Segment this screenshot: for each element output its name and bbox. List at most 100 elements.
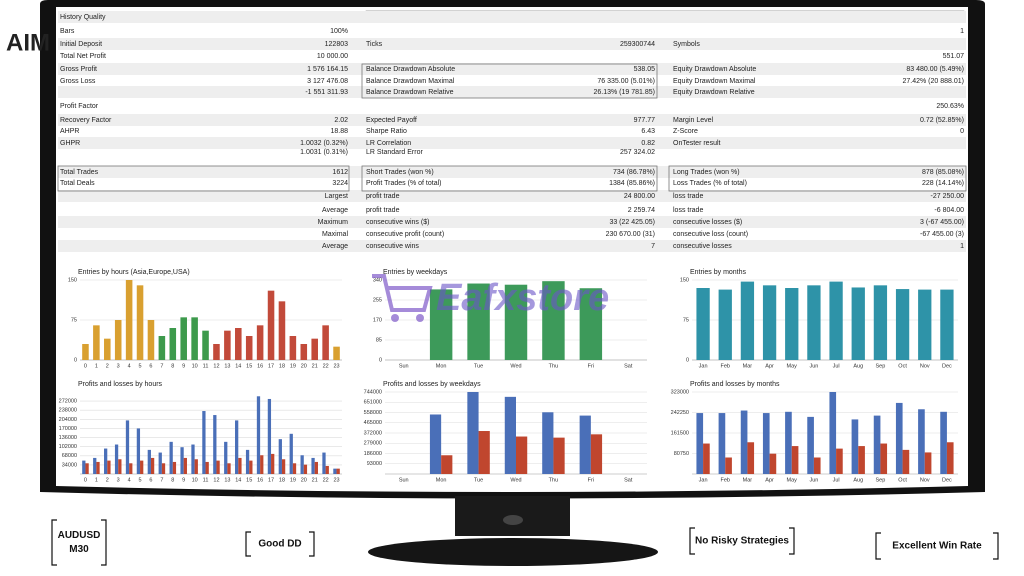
x-tick-label: Oct bbox=[898, 363, 907, 369]
x-tick-label: 3 bbox=[117, 477, 120, 483]
report-cell: Maximal bbox=[322, 231, 349, 238]
bar bbox=[696, 288, 710, 360]
report-cell: Long Trades (won %) bbox=[673, 169, 740, 176]
bar bbox=[125, 280, 133, 360]
bar bbox=[161, 463, 166, 474]
report-cell: AHPR bbox=[60, 128, 79, 135]
bar bbox=[542, 412, 554, 474]
report-cell: Balance Drawdown Absolute bbox=[366, 66, 455, 73]
report-cell: 26.13% (19 781.85) bbox=[594, 89, 656, 96]
bar bbox=[467, 392, 479, 474]
y-tick-label: 651000 bbox=[364, 400, 382, 406]
x-tick-label: 17 bbox=[268, 477, 274, 483]
row-stripe bbox=[58, 11, 966, 23]
bar bbox=[227, 463, 231, 474]
report-cell: -67 455.00 (3) bbox=[920, 231, 964, 238]
bar bbox=[333, 468, 337, 474]
badge-bracket bbox=[689, 527, 795, 555]
x-tick-label: Apr bbox=[765, 363, 774, 369]
x-tick-label: 0 bbox=[84, 363, 87, 369]
bar bbox=[740, 410, 748, 474]
x-tick-label: Sun bbox=[399, 363, 409, 369]
bar bbox=[118, 459, 122, 474]
bar bbox=[940, 289, 954, 360]
report-cell: GHPR bbox=[60, 140, 80, 147]
bar bbox=[478, 431, 490, 474]
bar bbox=[873, 285, 888, 360]
x-tick-label: 20 bbox=[301, 477, 307, 483]
report-cell: 10 000.00 bbox=[317, 53, 348, 60]
report-cell: 250.63% bbox=[936, 103, 964, 110]
report-cell: 1612 bbox=[332, 169, 348, 176]
x-tick-label: 14 bbox=[235, 477, 241, 483]
x-tick-label: 5 bbox=[139, 363, 142, 369]
bar bbox=[747, 442, 755, 474]
bar bbox=[289, 433, 293, 474]
report-cell: Balance Drawdown Relative bbox=[366, 89, 454, 96]
badges: AUDUSD M30 Good DD No Risky Strategies Excel… bbox=[51, 519, 999, 566]
bar bbox=[183, 457, 187, 474]
badge-bracket bbox=[51, 519, 107, 566]
bar bbox=[762, 285, 777, 360]
bar bbox=[180, 447, 184, 474]
report-cell: 878 (85.08%) bbox=[922, 169, 964, 176]
report-cell: Total Trades bbox=[60, 169, 99, 176]
bar bbox=[322, 452, 326, 474]
report-cell: 100% bbox=[330, 28, 348, 35]
group-box bbox=[57, 165, 350, 192]
x-tick-label: May bbox=[787, 363, 798, 369]
y-tick-label: 255 bbox=[373, 297, 382, 303]
bar bbox=[82, 460, 86, 474]
bar bbox=[924, 452, 932, 474]
x-tick-label: Sat bbox=[624, 363, 633, 369]
bar bbox=[858, 446, 865, 474]
report-cell: -1 551 311.93 bbox=[305, 89, 348, 96]
report-cell: -27 250.00 bbox=[931, 193, 965, 200]
y-tick-label: 170000 bbox=[59, 426, 77, 432]
report-cell: 1 576 164.15 bbox=[307, 66, 348, 73]
bar bbox=[579, 288, 603, 360]
bar bbox=[224, 441, 228, 474]
bar bbox=[300, 344, 308, 360]
y-tick-label: 279000 bbox=[364, 441, 382, 447]
bar bbox=[429, 414, 442, 474]
report-cell: profit trade bbox=[366, 193, 400, 200]
bar bbox=[740, 281, 755, 360]
bar bbox=[303, 464, 308, 474]
report-cell: 24 800.00 bbox=[624, 193, 655, 200]
bar bbox=[807, 416, 814, 474]
x-tick-label: Jan bbox=[699, 363, 708, 369]
x-tick-label: Fri bbox=[588, 477, 594, 483]
report-cell: Average bbox=[322, 207, 348, 214]
group-box bbox=[361, 165, 658, 192]
x-tick-label: Tue bbox=[474, 477, 483, 483]
x-tick-label: Jan bbox=[699, 477, 708, 483]
report-cell: Balance Drawdown Maximal bbox=[366, 78, 455, 85]
bar bbox=[238, 457, 242, 474]
x-tick-label: Oct bbox=[898, 477, 907, 483]
y-tick-label: 150 bbox=[680, 277, 689, 283]
watermark-icon bbox=[372, 274, 433, 322]
y-tick-label: 372000 bbox=[364, 430, 382, 436]
report-cell: loss trade bbox=[673, 193, 703, 200]
bar bbox=[918, 289, 932, 360]
monitor-button bbox=[503, 515, 523, 525]
x-tick-label: Sep bbox=[876, 477, 886, 483]
x-tick-label: 13 bbox=[224, 477, 230, 483]
y-tick-label: 744000 bbox=[364, 389, 382, 395]
report-cell: LR Correlation bbox=[366, 140, 411, 147]
bar bbox=[271, 453, 275, 474]
bar bbox=[202, 411, 206, 474]
x-tick-label: Dec bbox=[942, 477, 952, 483]
report-cell: Profit Trades (% of total) bbox=[366, 180, 441, 187]
y-tick-label: 242250 bbox=[671, 410, 689, 416]
y-tick-label: 102000 bbox=[59, 444, 77, 450]
bar bbox=[322, 325, 329, 360]
x-tick-label: 21 bbox=[312, 477, 318, 483]
chart-title: Profits and losses by weekdays bbox=[383, 381, 481, 388]
bar bbox=[703, 443, 710, 474]
x-tick-label: Apr bbox=[765, 477, 774, 483]
x-tick-label: 9 bbox=[182, 477, 185, 483]
bar bbox=[169, 441, 173, 474]
x-tick-label: Thu bbox=[549, 363, 558, 369]
